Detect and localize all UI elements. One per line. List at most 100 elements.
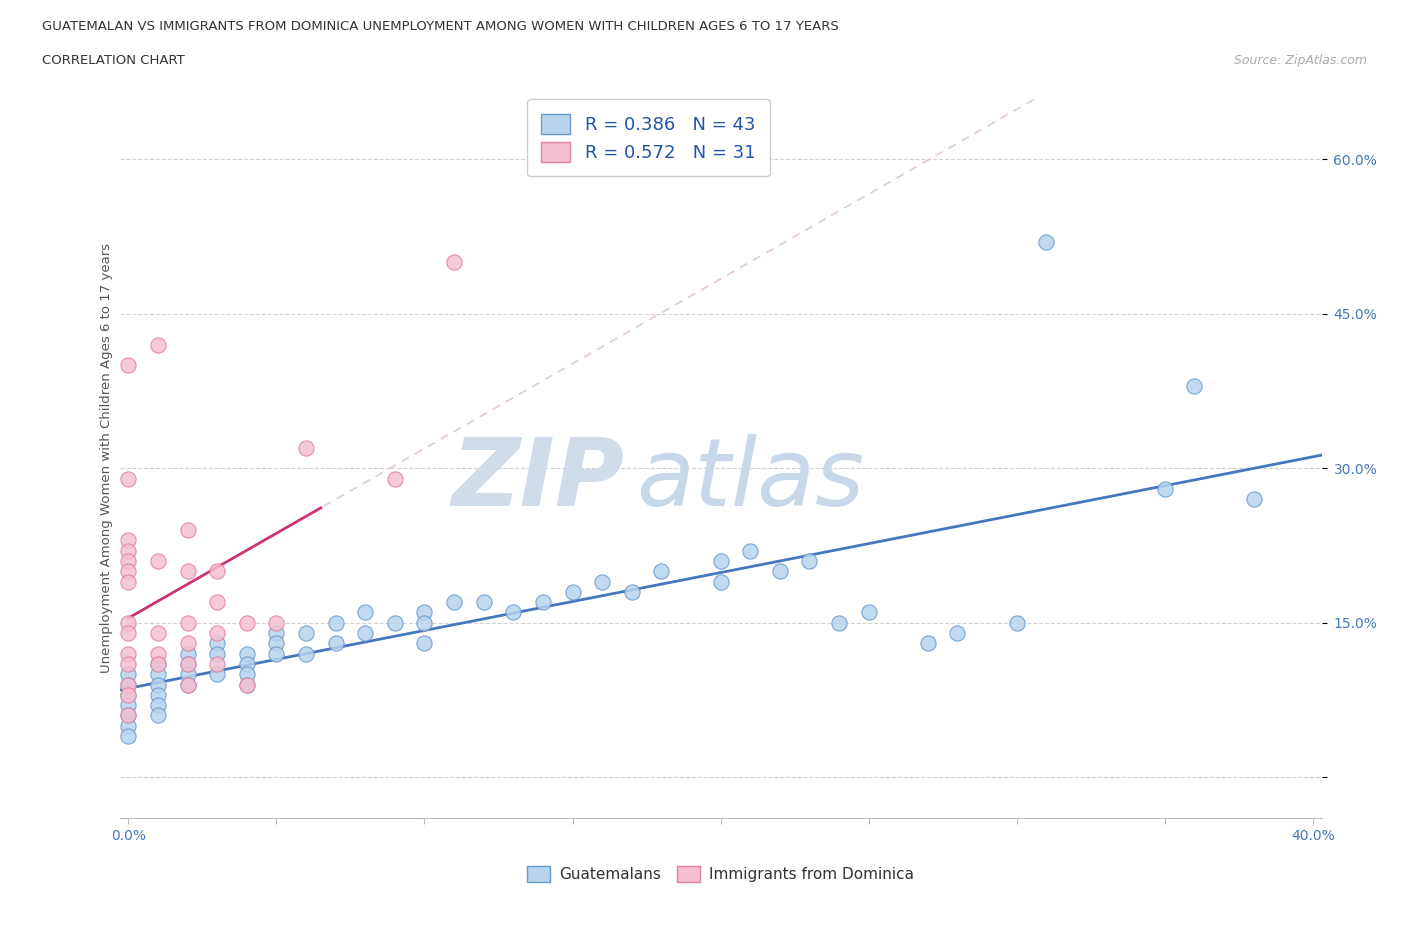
Text: atlas: atlas (637, 434, 865, 525)
Point (266, 626, 288, 641)
Point (146, 626, 169, 641)
Point (176, 677, 198, 692)
Point (413, 636, 436, 651)
Point (176, 523, 198, 538)
Point (176, 667, 198, 682)
Point (117, 708, 139, 723)
Point (769, 564, 792, 578)
Point (176, 677, 198, 692)
Point (266, 646, 288, 661)
Point (146, 677, 169, 692)
Point (205, 667, 228, 682)
Point (650, 564, 672, 578)
Point (117, 677, 139, 692)
Point (205, 626, 228, 641)
Point (384, 616, 406, 631)
Point (176, 657, 198, 671)
Point (146, 708, 169, 723)
Point (117, 687, 139, 702)
Point (236, 616, 259, 631)
Point (117, 718, 139, 733)
Point (176, 564, 198, 578)
Point (117, 657, 139, 671)
Point (1243, 492, 1265, 507)
Point (709, 574, 731, 589)
Text: Source: ZipAtlas.com: Source: ZipAtlas.com (1233, 54, 1367, 67)
Point (561, 584, 583, 599)
Point (295, 440, 318, 455)
Point (620, 584, 643, 599)
Point (205, 595, 228, 610)
Point (205, 636, 228, 651)
Point (266, 636, 288, 651)
Point (1035, 234, 1057, 249)
Point (117, 708, 139, 723)
Point (176, 616, 198, 631)
Point (531, 595, 554, 610)
Point (117, 472, 139, 486)
Point (325, 616, 347, 631)
Point (117, 646, 139, 661)
Point (266, 616, 288, 631)
Point (176, 636, 198, 651)
Point (443, 595, 465, 610)
Point (205, 564, 228, 578)
Point (146, 657, 169, 671)
Point (117, 687, 139, 702)
Point (354, 605, 377, 620)
Point (799, 553, 821, 568)
Point (205, 646, 228, 661)
Point (502, 605, 524, 620)
Point (117, 574, 139, 589)
Point (1005, 616, 1028, 631)
Point (236, 677, 259, 692)
Point (325, 636, 347, 651)
Point (117, 358, 139, 373)
Point (117, 677, 139, 692)
Point (472, 595, 495, 610)
Point (117, 698, 139, 712)
Point (917, 636, 939, 651)
Text: GUATEMALAN VS IMMIGRANTS FROM DOMINICA UNEMPLOYMENT AMONG WOMEN WITH CHILDREN AG: GUATEMALAN VS IMMIGRANTS FROM DOMINICA U… (42, 20, 839, 33)
Point (236, 667, 259, 682)
Point (117, 564, 139, 578)
Point (236, 677, 259, 692)
Y-axis label: Unemployment Among Women with Children Ages 6 to 17 years: Unemployment Among Women with Children A… (100, 243, 112, 673)
Point (295, 626, 318, 641)
Point (384, 472, 406, 486)
Point (117, 543, 139, 558)
Point (413, 605, 436, 620)
Point (146, 553, 169, 568)
Point (858, 605, 880, 620)
Point (117, 616, 139, 631)
Point (117, 728, 139, 743)
Point (740, 543, 762, 558)
Text: CORRELATION CHART: CORRELATION CHART (42, 54, 186, 67)
Point (709, 553, 731, 568)
Point (236, 657, 259, 671)
Legend: Guatemalans, Immigrants from Dominica: Guatemalans, Immigrants from Dominica (520, 858, 921, 890)
Point (146, 667, 169, 682)
Point (176, 657, 198, 671)
Point (117, 667, 139, 682)
Point (117, 533, 139, 548)
Point (146, 338, 169, 352)
Point (117, 553, 139, 568)
Point (354, 626, 377, 641)
Point (117, 626, 139, 641)
Point (176, 646, 198, 661)
Point (146, 687, 169, 702)
Text: ZIP: ZIP (451, 433, 624, 525)
Point (295, 646, 318, 661)
Point (205, 657, 228, 671)
Point (1153, 482, 1175, 497)
Point (828, 616, 851, 631)
Point (146, 657, 169, 671)
Point (236, 646, 259, 661)
Point (443, 255, 465, 270)
Point (146, 698, 169, 712)
Point (591, 574, 613, 589)
Point (413, 616, 436, 631)
Point (1182, 379, 1205, 393)
Point (146, 646, 169, 661)
